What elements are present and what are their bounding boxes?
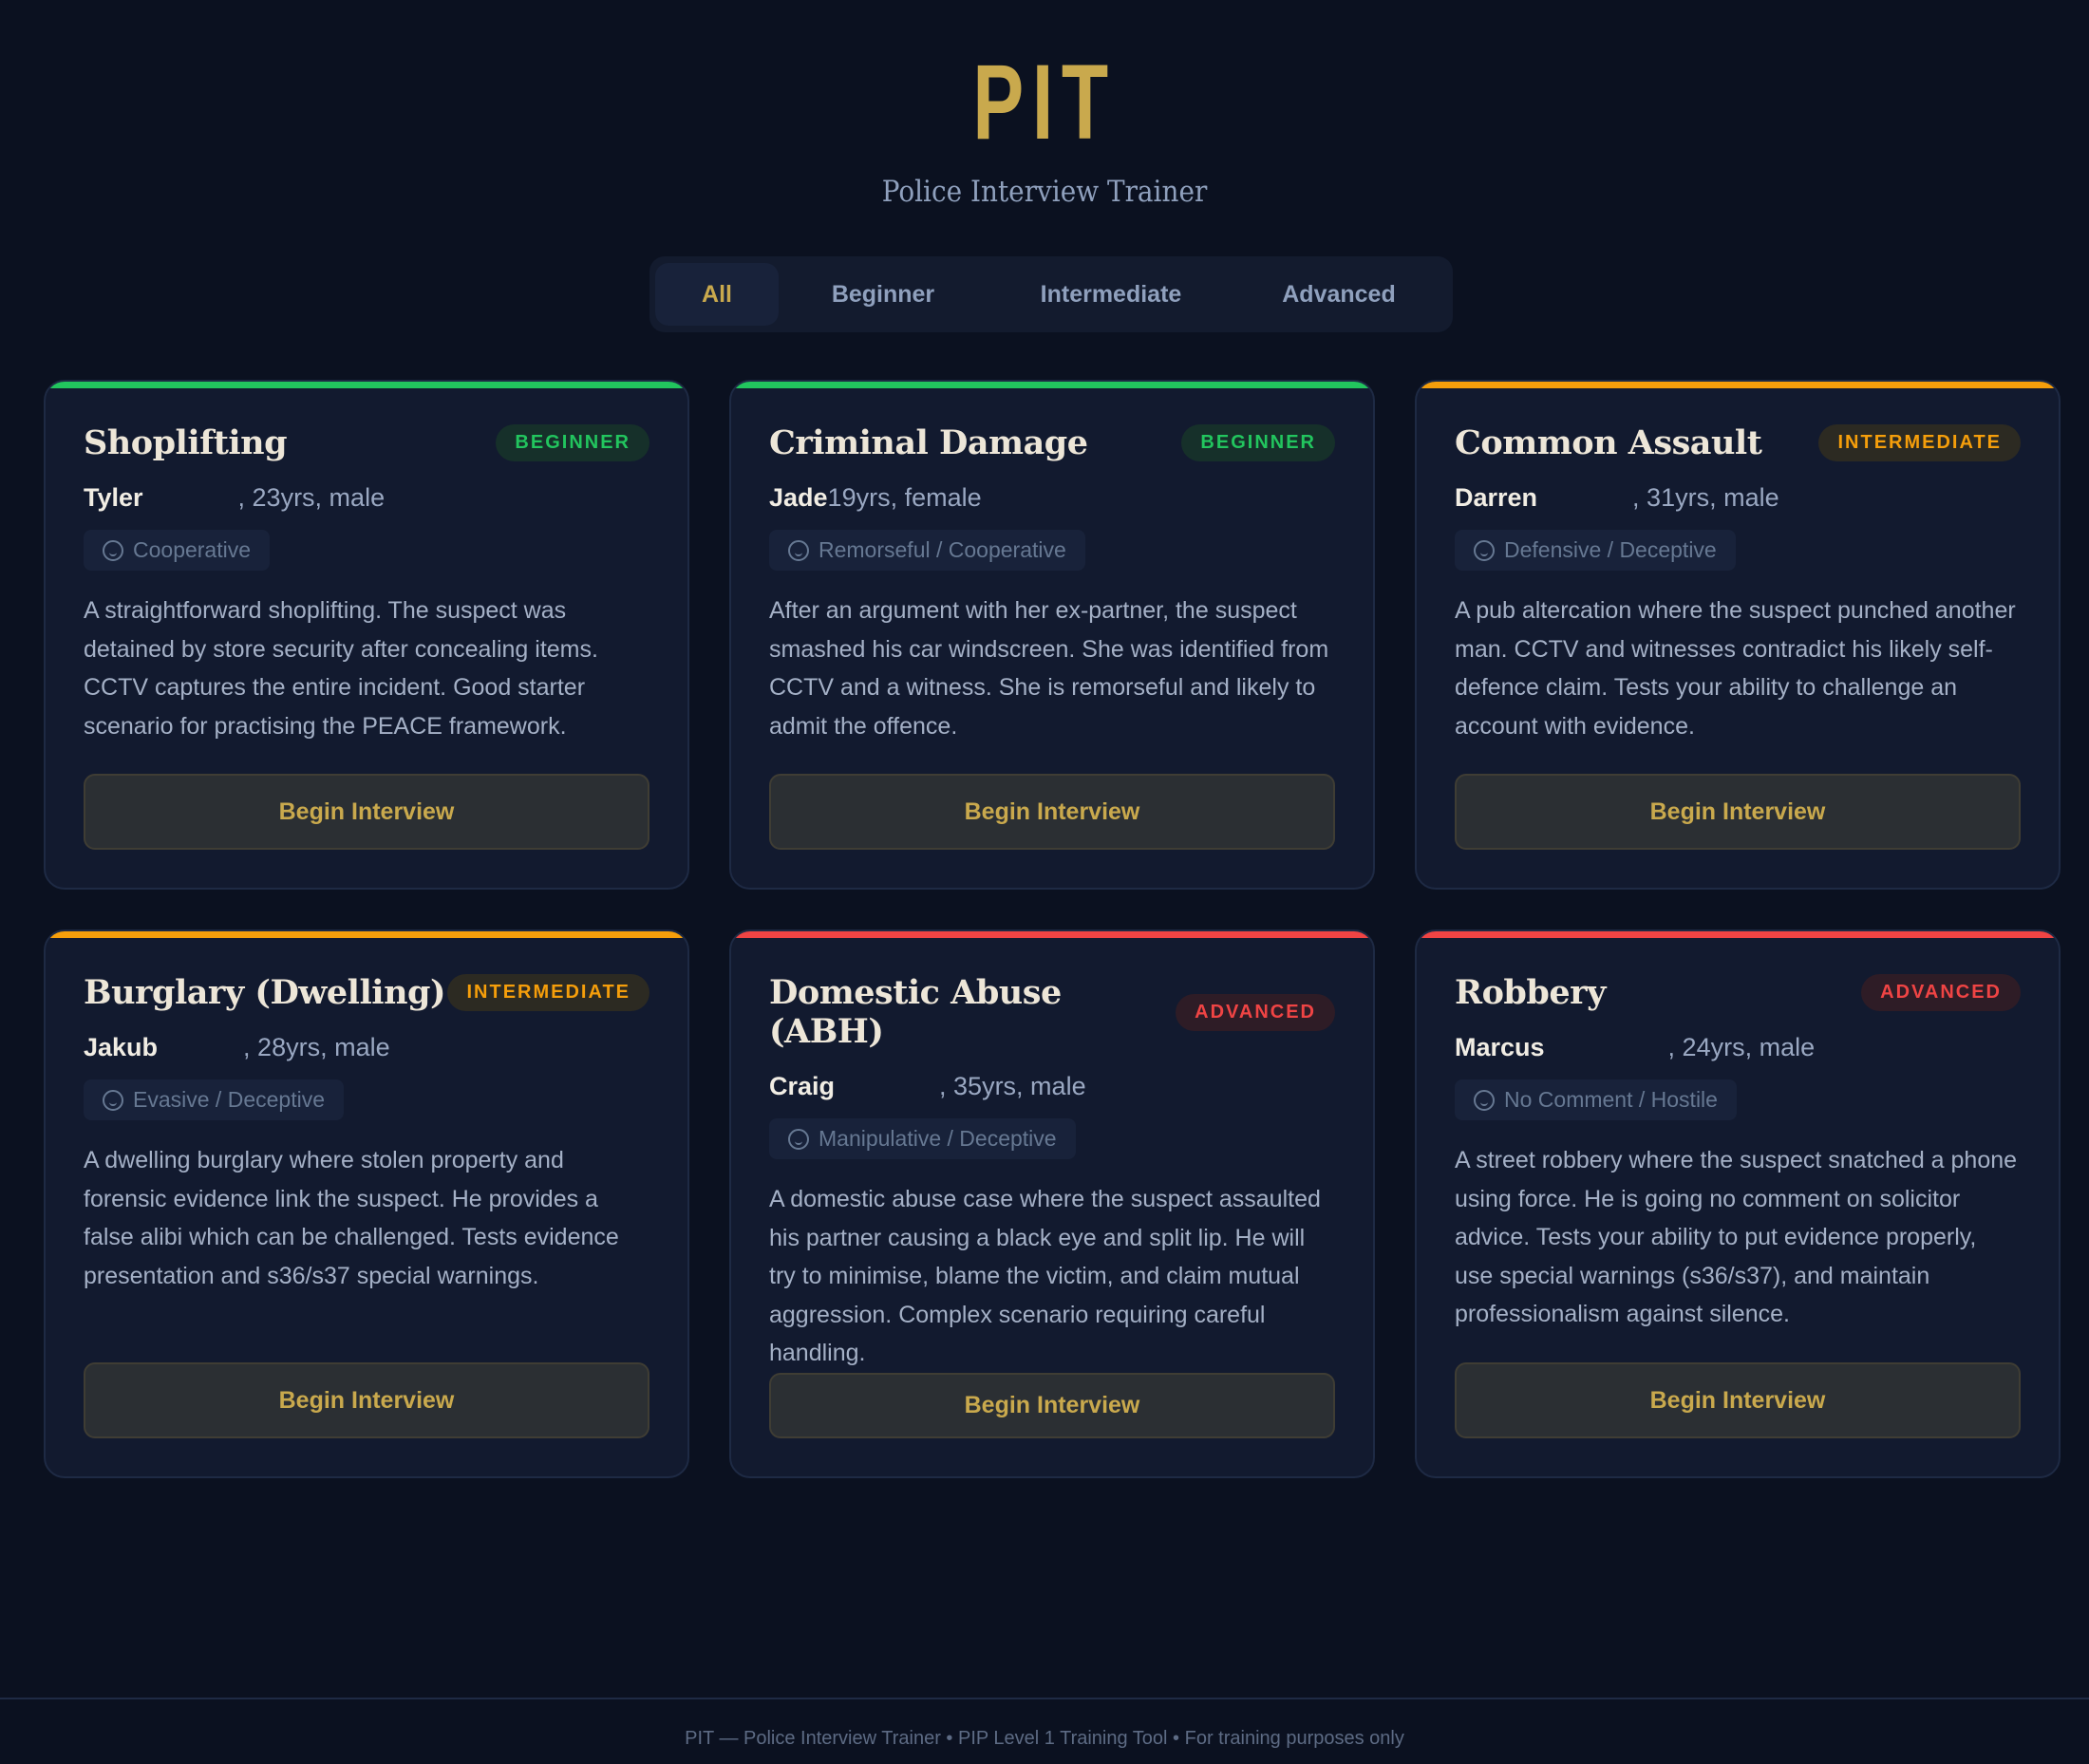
scenario-title: Domestic Abuse (ABH) <box>769 973 1062 1051</box>
begin-interview-button[interactable]: Begin Interview <box>769 774 1335 850</box>
difficulty-color-bar <box>46 382 687 388</box>
scenario-card: Domestic Abuse (ABH) ADVANCED Craig , 35y… <box>729 929 1375 1478</box>
scenario-description: After an argument with her ex-partner, t… <box>769 597 1329 740</box>
suspect-info: Jakub , 28yrs, male <box>84 1033 649 1062</box>
scenario-card: Robbery ADVANCED Marcus , 24yrs, male No … <box>1415 929 2061 1478</box>
scenario-description: A street robbery where the suspect snatc… <box>1455 1147 2018 1327</box>
app-subtitle: Police Interview Trainer <box>881 175 1208 209</box>
face-icon <box>788 1128 809 1150</box>
demeanour-label: Evasive / Deceptive <box>133 1087 325 1112</box>
face-icon <box>788 539 809 561</box>
scenario-description: A straightforward shoplifting. The suspe… <box>84 597 598 740</box>
difficulty-badge: ADVANCED <box>1861 974 2021 1011</box>
suspect-name: Marcus <box>1455 1033 1545 1061</box>
demeanour-tag: No Comment / Hostile <box>1455 1079 1737 1120</box>
scenario-title: Criminal Damage <box>769 423 1088 462</box>
demeanour-label: Cooperative <box>133 537 252 562</box>
demeanour-label: Defensive / Deceptive <box>1504 537 1717 562</box>
difficulty-color-bar <box>1417 382 2059 388</box>
header: PIT Police Interview Trainer <box>0 0 2089 210</box>
begin-interview-button[interactable]: Begin Interview <box>769 1372 1335 1438</box>
suspect-details: , 24yrs, male <box>1667 1033 1816 1061</box>
begin-interview-button[interactable]: Begin Interview <box>84 1362 649 1438</box>
demeanour-label: Manipulative / Deceptive <box>819 1126 1057 1151</box>
app-logo: PIT <box>972 43 1117 161</box>
difficulty-color-bar <box>731 931 1373 938</box>
suspect-info: Tyler , 23yrs, male <box>84 483 649 513</box>
suspect-details: , 31yrs, male <box>1632 483 1779 512</box>
tab-all[interactable]: All <box>655 263 779 326</box>
tab-advanced[interactable]: Advanced <box>1282 280 1396 308</box>
scenario-description: A domestic abuse case where the suspect … <box>769 1186 1321 1366</box>
demeanour-tag: Cooperative <box>84 530 271 571</box>
scenario-title: Common Assault <box>1455 423 1762 462</box>
difficulty-color-bar <box>1417 931 2059 938</box>
demeanour-tag: Evasive / Deceptive <box>84 1079 344 1120</box>
suspect-info: Darren , 31yrs, male <box>1455 483 2021 513</box>
demeanour-label: Remorseful / Cooperative <box>819 537 1066 562</box>
difficulty-badge: INTERMEDIATE <box>447 974 649 1011</box>
demeanour-label: No Comment / Hostile <box>1504 1087 1718 1112</box>
begin-interview-button[interactable]: Begin Interview <box>1455 1362 2021 1438</box>
suspect-info: Craig , 35yrs, male <box>769 1072 1335 1101</box>
face-icon <box>1474 539 1495 561</box>
difficulty-badge: BEGINNER <box>1181 424 1335 461</box>
difficulty-color-bar <box>731 382 1373 388</box>
difficulty-badge: BEGINNER <box>496 424 649 461</box>
footer: PIT — Police Interview Trainer • PIP Lev… <box>0 1698 2089 1750</box>
begin-interview-button[interactable]: Begin Interview <box>84 774 649 850</box>
scenario-card: Shoplifting BEGINNER Tyler, 23yrs, male … <box>44 380 689 890</box>
scenario-card: Burglary (Dwelling) INTERMEDIATE Jakub , … <box>44 929 689 1478</box>
tab-intermediate[interactable]: Intermediate <box>1040 280 1182 308</box>
scenario-description: A pub altercation where the suspect punc… <box>1455 597 2016 740</box>
suspect-name: Craig <box>769 1072 836 1100</box>
suspect-details: , 28yrs, male <box>243 1033 390 1061</box>
scenario-card: Common Assault INTERMEDIATE Darren , 31yr… <box>1415 380 2061 890</box>
scenario-title: Robbery <box>1455 973 1606 1012</box>
demeanour-tag: Manipulative / Deceptive <box>769 1118 1076 1159</box>
demeanour-tag: Remorseful / Cooperative <box>769 530 1085 571</box>
tab-beginner[interactable]: Beginner <box>831 280 935 308</box>
difficulty-filter-tabs: All Beginner Intermediate Advanced <box>649 256 1453 332</box>
scenario-card: Criminal Damage BEGINNER Jade19yrs, fema… <box>729 380 1375 890</box>
suspect-details: 19yrs, female <box>827 483 982 512</box>
suspect-details: , 35yrs, male <box>939 1072 1086 1100</box>
suspect-name: Jakub <box>84 1033 159 1061</box>
suspect-name: Darren <box>1455 483 1538 512</box>
suspect-info: Marcus , 24yrs, male <box>1455 1033 2021 1062</box>
difficulty-badge: ADVANCED <box>1176 993 1335 1031</box>
suspect-name: Tyler <box>84 483 143 512</box>
scenario-title: Burglary (Dwelling) <box>84 973 446 1012</box>
suspect-info: Jade19yrs, female <box>769 483 1335 513</box>
difficulty-badge: INTERMEDIATE <box>1818 424 2021 461</box>
suspect-details: , 23yrs, male <box>237 483 386 512</box>
suspect-name: Jade <box>769 483 828 512</box>
difficulty-color-bar <box>46 931 687 938</box>
begin-interview-button[interactable]: Begin Interview <box>1455 774 2021 850</box>
face-icon <box>103 539 123 561</box>
face-icon <box>1474 1089 1495 1111</box>
scenario-grid: Shoplifting BEGINNER Tyler, 23yrs, male … <box>44 380 2061 1478</box>
scenario-title: Shoplifting <box>84 423 288 462</box>
scenario-description: A dwelling burglary where stolen propert… <box>84 1147 619 1289</box>
face-icon <box>103 1089 123 1111</box>
demeanour-tag: Defensive / Deceptive <box>1455 530 1736 571</box>
